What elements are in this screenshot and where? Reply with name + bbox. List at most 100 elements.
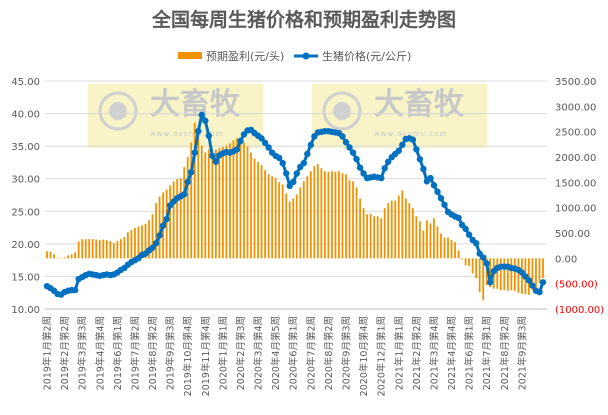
y-right-tick-label: 2500.00	[555, 128, 596, 139]
profit-bar	[232, 140, 235, 259]
x-tick-label: 2021年2月第2周	[411, 316, 423, 390]
profit-bar	[225, 145, 228, 259]
price-point	[307, 141, 315, 149]
x-tick-label: 2019年11月第4周	[200, 316, 212, 396]
profit-bar	[306, 176, 309, 259]
y-left-tick-label: 10.00	[11, 305, 40, 316]
price-point	[427, 174, 434, 182]
watermark-logo-icon	[98, 91, 138, 131]
price-point	[279, 159, 286, 167]
profit-bar	[528, 258, 530, 295]
price-point	[536, 288, 543, 296]
profit-bar	[193, 122, 196, 259]
price-point	[205, 132, 213, 139]
profit-bar	[429, 223, 432, 259]
watermark: 大畜牧 www.dxumu.com	[312, 84, 487, 148]
x-tick-label: 2019年7月第2周	[129, 316, 141, 390]
profit-bar	[433, 218, 435, 259]
price-point	[290, 178, 297, 186]
watermark-brand: 大畜牧	[374, 87, 465, 122]
profit-bar	[141, 225, 143, 259]
price-point	[342, 139, 350, 146]
profit-bar	[88, 239, 91, 259]
price-point	[149, 244, 156, 251]
profit-bar	[513, 258, 516, 291]
price-point	[233, 146, 241, 153]
price-point	[212, 158, 220, 165]
profit-bar	[285, 193, 288, 259]
price-point	[420, 165, 427, 173]
profit-bar	[190, 142, 193, 259]
profit-bar	[144, 223, 147, 259]
watermark-logo-dot	[333, 102, 351, 120]
profit-bar	[91, 239, 94, 259]
profit-bar	[496, 258, 499, 289]
profit-bar	[313, 166, 316, 259]
x-tick-label: 2020年6月第1周	[288, 316, 300, 390]
watermark: 大畜牧 www.dxumu.com	[88, 84, 263, 148]
price-point	[209, 152, 216, 160]
price-point	[349, 149, 357, 156]
price-point	[413, 146, 420, 153]
profit-bar	[345, 174, 347, 259]
profit-bar	[348, 180, 351, 259]
profit-bar	[380, 218, 383, 259]
y-left-tick-label: 40.00	[11, 110, 40, 121]
profit-bar	[327, 171, 330, 259]
price-point	[430, 182, 438, 189]
profit-bar	[411, 208, 414, 259]
profit-bar	[499, 258, 502, 291]
profit-bar	[56, 257, 59, 259]
profit-bar	[278, 182, 281, 259]
price-point	[304, 150, 311, 158]
profit-bar	[468, 258, 471, 266]
profit-bar	[436, 226, 439, 259]
profit-bar	[447, 237, 449, 259]
price-point	[465, 231, 473, 238]
y-right-tick-label: 1500.00	[555, 178, 596, 189]
profit-bar	[440, 233, 442, 259]
profit-bar	[404, 198, 407, 259]
x-tick-label: 2019年2月第2周	[59, 316, 71, 390]
profit-bar	[81, 239, 84, 259]
price-point	[409, 136, 417, 143]
profit-bar	[158, 196, 161, 259]
profit-bar	[408, 203, 411, 259]
profit-bar	[176, 179, 179, 259]
legend-bar-swatch	[178, 52, 202, 59]
x-tick-label: 2020年10月第4周	[358, 316, 370, 396]
profit-bar	[214, 149, 217, 259]
price-point	[483, 260, 490, 267]
profit-bar	[295, 194, 298, 259]
price-point	[539, 279, 547, 286]
profit-bar	[200, 145, 203, 259]
profit-bar	[454, 242, 456, 259]
profit-bar	[383, 208, 386, 259]
y-left-tick-label: 45.00	[11, 77, 40, 88]
profit-bar	[338, 171, 340, 259]
price-point	[441, 201, 448, 208]
profit-bar	[538, 258, 541, 284]
profit-bar	[531, 258, 534, 291]
watermark-url: www.dxumu.com	[374, 130, 447, 138]
profit-bar	[426, 220, 428, 259]
y-right-tick-label: 1000.00	[555, 204, 596, 215]
y-right-tick-label: (1000.00)	[555, 305, 604, 316]
profit-bar	[418, 221, 421, 259]
price-point	[261, 139, 269, 147]
price-point	[156, 232, 163, 239]
profit-bar	[49, 251, 52, 259]
price-point	[356, 164, 364, 171]
profit-bar	[53, 254, 55, 259]
price-point	[455, 214, 462, 221]
profit-bar	[221, 146, 224, 259]
x-tick-label: 2020年1月第1周	[217, 316, 229, 390]
watermark-logo-icon	[322, 91, 362, 131]
profit-bar	[288, 201, 291, 259]
price-point	[163, 215, 170, 223]
y-right-tick-label: 3000.00	[555, 102, 596, 113]
price-point	[434, 188, 441, 195]
legend-line-marker	[302, 52, 310, 60]
price-point	[353, 155, 360, 163]
profit-bar	[109, 241, 112, 259]
